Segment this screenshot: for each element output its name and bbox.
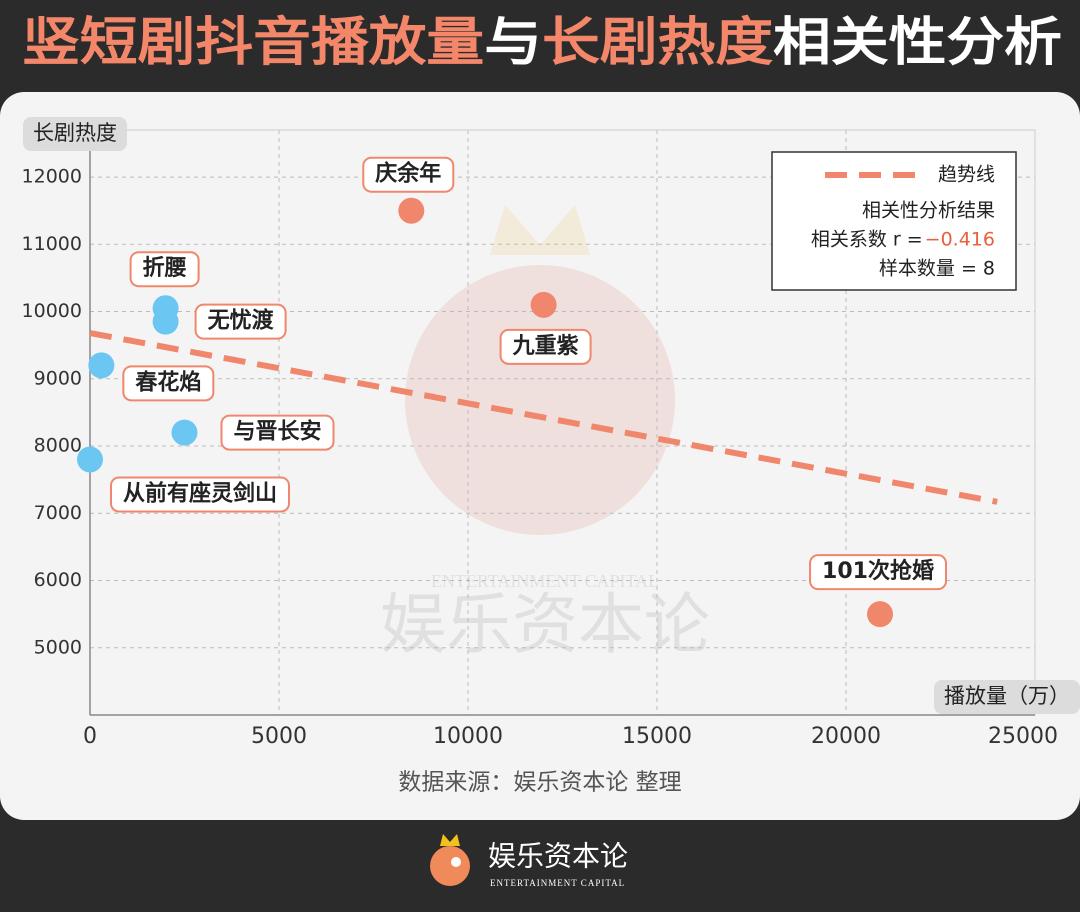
data-point: [530, 291, 557, 318]
point-label: 与晋长安: [233, 419, 321, 445]
point-label: 无忧渡: [208, 308, 275, 334]
footer-brand-en: ENTERTAINMENT CAPITAL: [490, 878, 625, 888]
x-tick-label: 10000: [433, 724, 503, 749]
stats-n: 样本数量 = 8: [879, 258, 995, 280]
x-tick-label: 25000: [988, 724, 1058, 749]
y-tick-label: 6000: [34, 569, 82, 591]
x-tick-label: 5000: [251, 724, 307, 749]
point-label-box: [809, 554, 947, 591]
point-label-box: [220, 414, 335, 451]
y-axis-title-box: [23, 117, 127, 151]
legend-label: 趋势线: [938, 164, 995, 186]
stats-r-label: 相关系数 r =: [811, 229, 923, 251]
x-tick-label: 0: [83, 724, 97, 749]
x-axis-title: 播放量（万）: [944, 684, 1070, 708]
logo-eye: [451, 857, 461, 867]
data-point: [77, 446, 103, 473]
data-point: [171, 419, 198, 446]
y-tick-label: 11000: [22, 233, 82, 255]
stats-title: 相关性分析结果: [862, 200, 995, 222]
title-part: 相关性分析: [773, 13, 1062, 73]
y-axis-title: 长剧热度: [33, 121, 117, 145]
point-label-box: [499, 328, 592, 365]
y-tick-label: 7000: [34, 502, 82, 524]
watermark: ENTERTAINMENT CAPITAL 娱乐资本论: [380, 205, 710, 663]
title-part: 长剧热度: [542, 13, 773, 73]
point-label: 从前有座灵剑山: [123, 480, 277, 506]
y-tick-label: 8000: [34, 435, 82, 457]
point-label-box: [109, 476, 291, 513]
trend-line: [89, 330, 998, 505]
x-axis-title-box: [934, 680, 1080, 714]
data-point: [152, 308, 179, 335]
footer-brand: 娱乐资本论: [488, 840, 628, 873]
title: 竖短剧抖音播放量与长剧热度 相关性分析: [22, 13, 1062, 73]
x-tick-label: 15000: [622, 724, 692, 749]
point-label: 庆余年: [375, 161, 441, 187]
point-label: 春花焰: [135, 369, 201, 395]
data-point: [867, 601, 894, 628]
watermark-logo: [405, 265, 675, 535]
y-tick-label: 12000: [22, 166, 82, 188]
point-label: 九重紫: [512, 333, 579, 359]
title-part: 竖短剧抖音播放量: [22, 13, 484, 73]
data-point: [88, 352, 115, 379]
title-part: 与: [484, 13, 542, 73]
point-label-box: [362, 156, 455, 193]
footer-logo: [430, 834, 470, 886]
chart: 5000 6000 7000 8000 9000 10000 11000 12000 0 5000…: [22, 117, 1080, 796]
watermark-en: ENTERTAINMENT CAPITAL: [431, 571, 659, 591]
y-tick-label: 5000: [34, 636, 82, 658]
watermark-crown: [490, 205, 590, 255]
point-label: 101次抢婚: [822, 558, 934, 584]
data-point: [398, 197, 425, 224]
x-tick-label: 20000: [811, 724, 881, 749]
source: 数据来源：娱乐资本论 整理: [398, 770, 681, 796]
logo-body: [430, 846, 470, 886]
point-label-box: [129, 251, 200, 288]
watermark-cn: 娱乐资本论: [380, 586, 710, 663]
point-label-box: [122, 365, 215, 402]
point-label: 折腰: [143, 256, 187, 281]
stats-r-value: −0.416: [925, 229, 995, 251]
point-label-box: [194, 303, 287, 340]
y-tick-label: 10000: [22, 300, 82, 322]
logo-crown: [440, 834, 460, 846]
y-tick-label: 9000: [34, 367, 82, 389]
